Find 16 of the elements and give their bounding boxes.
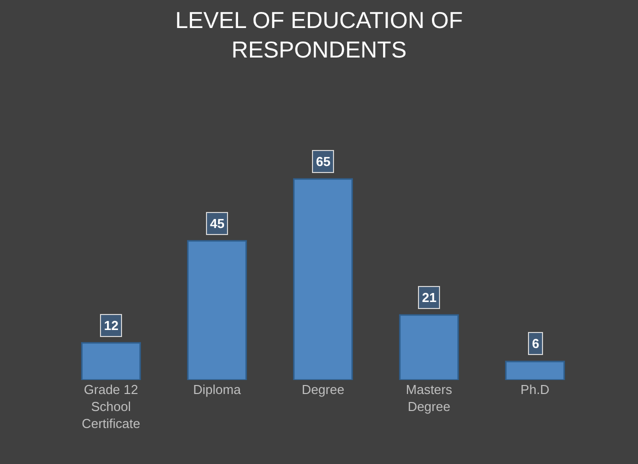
- x-tick-label: Degree: [302, 382, 344, 397]
- x-tick-label: Ph.D: [520, 382, 550, 397]
- data-label: 21: [422, 290, 436, 305]
- data-label: 6: [532, 336, 540, 351]
- x-tick-label: Masters Degree: [406, 382, 453, 414]
- x-tick-label: Diploma: [193, 382, 242, 397]
- bar: [81, 342, 141, 380]
- bar: [505, 360, 565, 380]
- bar: [187, 240, 247, 380]
- data-label: 45: [210, 216, 224, 231]
- bar: [293, 178, 353, 380]
- chart-title: LEVEL OF EDUCATION OF RESPONDENTS: [175, 6, 463, 63]
- data-label: 65: [316, 154, 330, 169]
- bar: [399, 314, 459, 380]
- data-label: 12: [104, 318, 118, 333]
- x-tick-label: Grade 12 School Certificate: [82, 382, 140, 431]
